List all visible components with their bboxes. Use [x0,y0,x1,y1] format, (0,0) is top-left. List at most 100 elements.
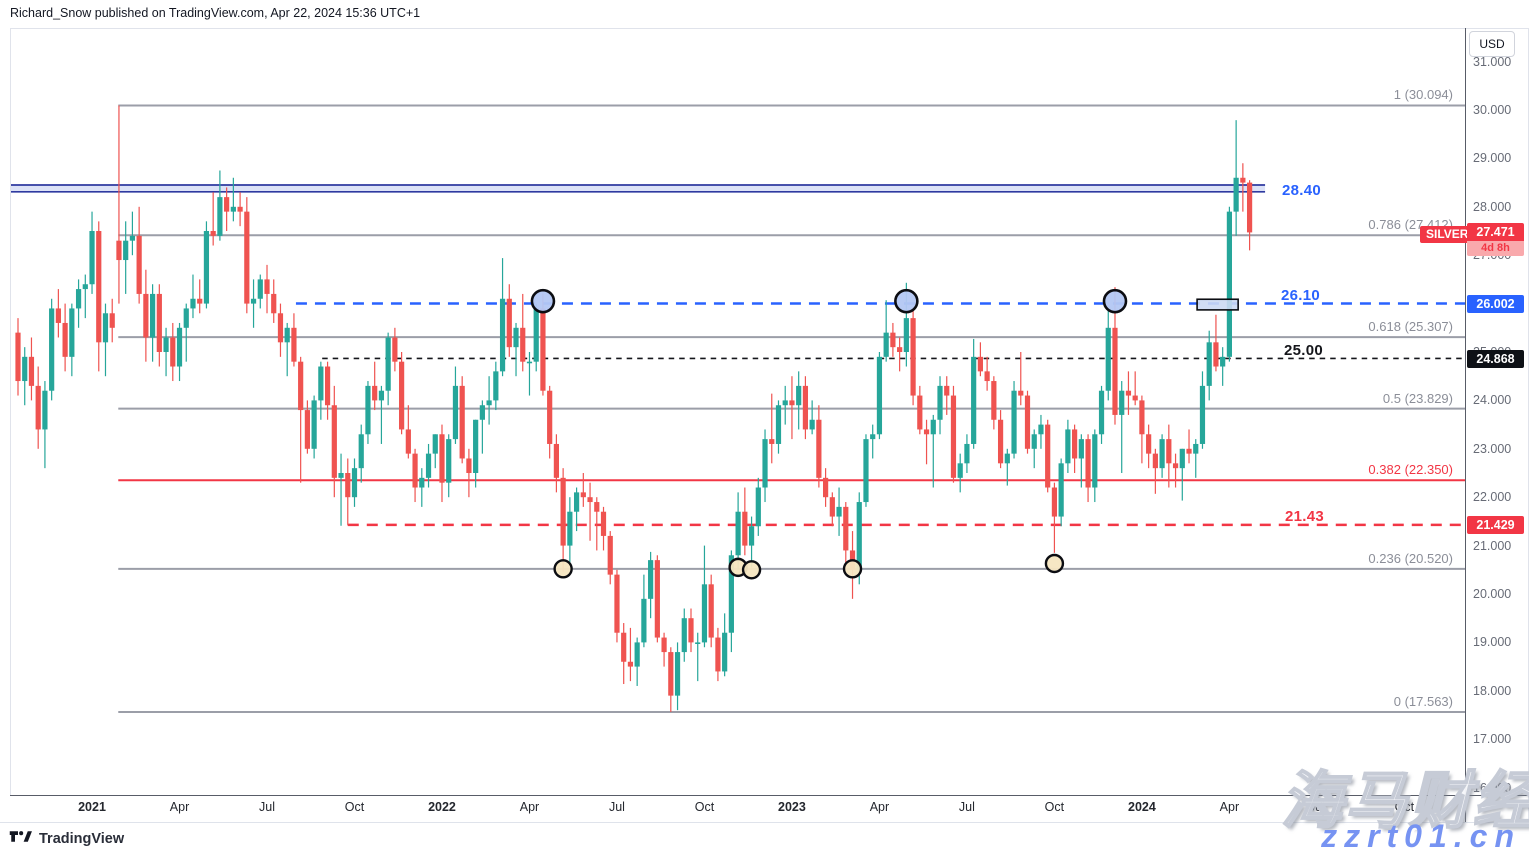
candle-body [284,327,290,343]
candle-body [930,419,936,435]
candle-body [648,560,654,599]
candle-body [910,318,916,396]
candle-body [964,443,970,464]
candle-body [520,327,526,362]
price-tick-label: 21.000 [1473,538,1512,553]
watermark-site-url: zzrt01.cn [1321,818,1521,854]
candle-body [634,642,640,667]
candle-body [695,642,701,644]
candle-body [190,298,196,309]
candle-body [1004,453,1010,464]
candle-body [358,434,364,469]
candle-body [560,477,566,546]
time-label-month: Apr [1219,800,1240,814]
candle-body [1085,439,1091,488]
candle-body [1226,211,1232,357]
candle-body [870,434,876,440]
level-label-26-10: 26.10 [1281,287,1321,304]
time-label-month: Oct [694,800,715,814]
candle-body [971,356,977,444]
time-label-year: 2023 [778,800,806,814]
time-label-month: Oct [344,800,365,814]
candle-body [338,473,344,478]
candle-body [1179,448,1185,469]
candle-body [116,240,122,261]
candle-body [1172,463,1179,469]
last-price-badge: 27.471 4d 8h [1467,223,1524,256]
time-label-month: Oct [1394,800,1415,814]
candle-body [1072,429,1078,459]
candle-body [526,361,533,364]
candle-body [1119,390,1125,415]
candle-body [641,598,647,643]
candle-body [863,439,869,503]
candle-body [331,405,337,478]
candle-body [547,390,553,444]
price-tick-label: 17.000 [1473,732,1512,747]
candle-body [802,385,809,430]
candle-body [843,506,849,551]
currency-toggle-button[interactable]: USD [1469,31,1515,57]
candle-body [1206,342,1212,386]
time-label-month: Jul [608,800,625,814]
candle-body [351,468,358,498]
candle-body [499,298,506,372]
candle-body [432,434,438,454]
candle-body [156,293,162,352]
last-price-value: 27.471 [1467,223,1524,241]
candle-body [28,356,35,386]
candle-body [1152,453,1158,469]
fib-level-label: 0.618 (25.307) [1368,319,1453,335]
candle-body [722,632,728,672]
price-tick-label: 23.000 [1473,441,1512,456]
time-label-month: Jul [1308,800,1325,814]
candle-body [836,506,842,517]
candle-body [493,371,499,401]
candle-body [89,231,95,285]
candle-body [412,453,418,488]
price-tick-label: 22.000 [1473,490,1512,505]
candle-body [621,632,627,662]
time-label-month: Oct [1044,800,1065,814]
candle-body [446,439,452,483]
candle-body [459,385,465,459]
price-tick-label: 31.000 [1473,54,1512,69]
candle-body [944,385,950,396]
time-axis[interactable]: 2021 Apr Jul Oct 2022 Apr Jul Oct 2023 Apr Jul Oct 2… [0,795,1529,822]
candle-body [917,395,923,430]
candle-body [22,356,28,382]
candle-body [129,235,136,241]
candle-body [224,197,230,212]
price-axis[interactable]: USD 31.00030.00029.00028.00027.00026.000… [1466,28,1529,822]
candle-body [136,235,142,294]
candle-body [573,492,580,512]
candle-body [829,497,835,517]
candle-body [506,298,512,348]
price-tick-label: 24.000 [1473,393,1512,408]
candle-body [796,385,802,406]
candle-body [977,356,983,372]
cream-circle-marker [553,559,573,579]
candle-body [1112,327,1118,415]
candle-body [466,458,472,473]
time-label-year: 2021 [78,800,106,814]
candle-body [143,293,149,338]
candle-body [250,298,257,304]
time-label-year: 2024 [1128,800,1156,814]
candle-body [688,618,694,643]
candle-body [304,410,310,449]
bar-countdown: 4d 8h [1467,241,1524,256]
candle-body [1051,487,1058,517]
tradingview-footer[interactable]: TradingView [9,829,124,849]
candle-body [1213,342,1219,367]
cream-circle-marker [1044,553,1065,574]
candle-body [62,322,68,357]
fib-level-label: 1 (30.094) [1393,87,1453,103]
candle-body [580,492,586,498]
candle-body [816,419,822,478]
candle-body [486,400,492,406]
candle-body [553,443,559,478]
candle-body [96,231,102,343]
candle-body [513,327,519,348]
